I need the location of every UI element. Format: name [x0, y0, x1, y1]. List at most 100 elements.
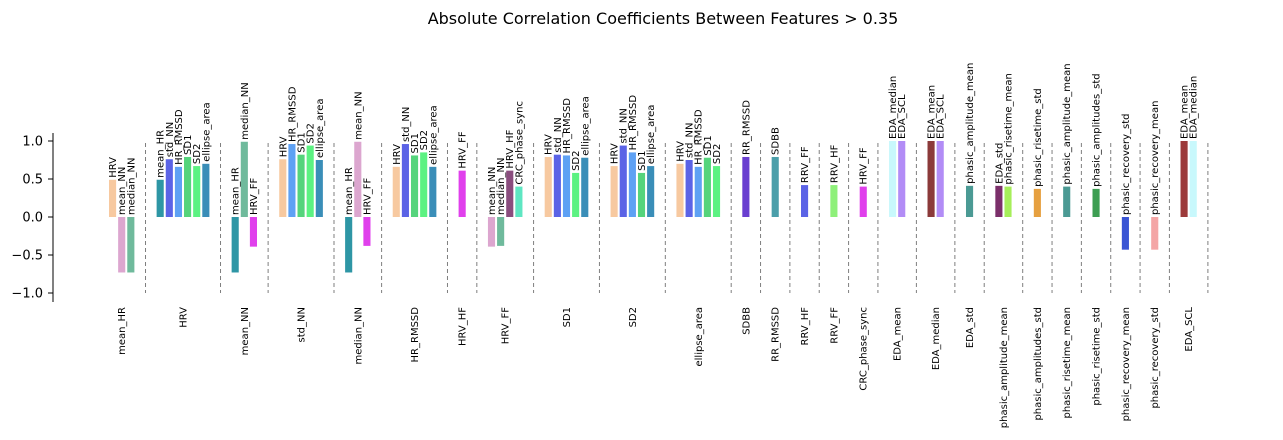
group-label: phasic_risetime_std [1092, 307, 1103, 406]
y-tick-label: −1.0 [11, 287, 43, 302]
group-label: SD2 [628, 307, 639, 327]
bar-label: EDA_std [994, 143, 1005, 184]
bar [315, 160, 323, 217]
bar-label: median_NN [496, 158, 507, 215]
group-label: ellipse_area [694, 307, 705, 367]
group-label: std_NN [297, 307, 308, 342]
chart-title: Absolute Correlation Coefficients Betwee… [428, 9, 899, 28]
bar [1063, 186, 1071, 217]
bar-label: ellipse_area [315, 99, 326, 159]
group-label: mean_HR [117, 307, 128, 355]
bar-label: std_NN [553, 117, 564, 152]
bar [562, 155, 571, 217]
group-label: phasic_amplitudes_std [1033, 307, 1044, 421]
bar [184, 156, 192, 217]
bar-label: SD1 [637, 150, 648, 170]
bar [1121, 217, 1129, 250]
group-label: SD1 [562, 307, 573, 327]
bar-label: median_NN [240, 82, 251, 139]
bar [572, 172, 580, 217]
bar [647, 166, 655, 217]
group-label: HRV_HF [458, 307, 469, 346]
bar-label: RRV_FF [800, 146, 811, 183]
bar [637, 172, 646, 217]
bar-label: phasic_amplitude_mean [965, 63, 976, 184]
group-labels: mean_HR HRV mean_NN std_NN median_NN HR_RMSSD… [117, 307, 1195, 429]
bar-label: HRV [610, 143, 621, 164]
bar [628, 152, 636, 217]
bar [487, 217, 496, 247]
bar-label: phasic_amplitude_mean [1062, 63, 1073, 184]
bar-label: mean_NN [353, 91, 364, 139]
group-label: median_NN [353, 307, 364, 364]
bar [553, 154, 561, 217]
bar-label: mean_HR [231, 167, 242, 215]
bar-label: HRV [675, 141, 686, 162]
bar-label: EDA_median [1189, 76, 1200, 139]
bar [694, 166, 702, 217]
bar [936, 141, 944, 217]
bar-label: phasic_recovery_mean [1150, 101, 1161, 215]
bar [497, 217, 505, 246]
bar [830, 185, 838, 217]
group-label: SDBB [741, 307, 752, 335]
group-label: EDA_std [965, 307, 976, 348]
bar [156, 179, 164, 217]
bar [118, 217, 126, 273]
bar-label: SD2 [419, 130, 430, 150]
y-tick-label: −0.5 [11, 249, 43, 264]
group-label: EDA_SCL [1184, 307, 1195, 352]
bar-label: ellipse_area [201, 102, 212, 162]
bar-label: EDA_mean [927, 85, 938, 139]
bar [771, 156, 779, 217]
bar [392, 166, 400, 217]
bar [1180, 141, 1188, 217]
bar-label: HRV [544, 134, 555, 155]
bar-label: std_NN [401, 107, 412, 142]
bar-label: SDBB [771, 127, 782, 155]
bar [363, 217, 371, 246]
group-label: HRV_FF [501, 307, 512, 345]
bar-label: EDA_median [888, 76, 899, 139]
bar-label: phasic_risetime_std [1033, 88, 1044, 187]
group-label: CRC_phase_sync [859, 307, 870, 391]
bar [995, 185, 1003, 217]
bar-label: HRV_FF [362, 177, 373, 215]
bar [297, 154, 305, 217]
bar [306, 145, 314, 217]
bar [889, 141, 897, 217]
bar-label: SD1 [703, 135, 714, 155]
bar [1004, 186, 1012, 217]
group-label: phasic_recovery_mean [1121, 307, 1132, 421]
bar [1189, 141, 1197, 217]
bar-label: HR_RMSSD [628, 95, 639, 151]
bar-label: HRV_FF [859, 147, 870, 185]
bar [1151, 217, 1159, 250]
y-axis: 1.0 0.5 0.0 −0.5 −1.0 [11, 133, 54, 302]
bar-label: std_NN [619, 108, 630, 143]
bar-label: phasic_recovery_std [1121, 113, 1132, 215]
bar [544, 156, 552, 217]
bar-label: SD1 [410, 133, 421, 153]
bar [193, 166, 201, 217]
bar [429, 166, 437, 217]
bar-label: mean_HR [344, 167, 355, 215]
bar-label: RRV_HF [829, 144, 840, 183]
bar [965, 185, 974, 217]
bar-label: HR_RMSSD [562, 98, 573, 154]
bar-label: SD2 [306, 123, 317, 143]
group-label: RRV_HF [800, 307, 811, 346]
group-label: RR_RMSSD [771, 307, 782, 362]
bar-label: EDA_SCL [897, 94, 908, 139]
bar [1092, 188, 1100, 217]
bar [420, 152, 428, 217]
y-tick-label: 0.0 [22, 211, 43, 226]
group-label: HRV [179, 307, 190, 328]
bar-label: HR_RMSSD [287, 86, 298, 142]
bar-label: SD2 [571, 150, 582, 170]
bar-label: HRV [108, 157, 119, 178]
bar-label: SD2 [192, 144, 203, 164]
group-label: EDA_median [931, 307, 942, 370]
bar [345, 217, 353, 273]
